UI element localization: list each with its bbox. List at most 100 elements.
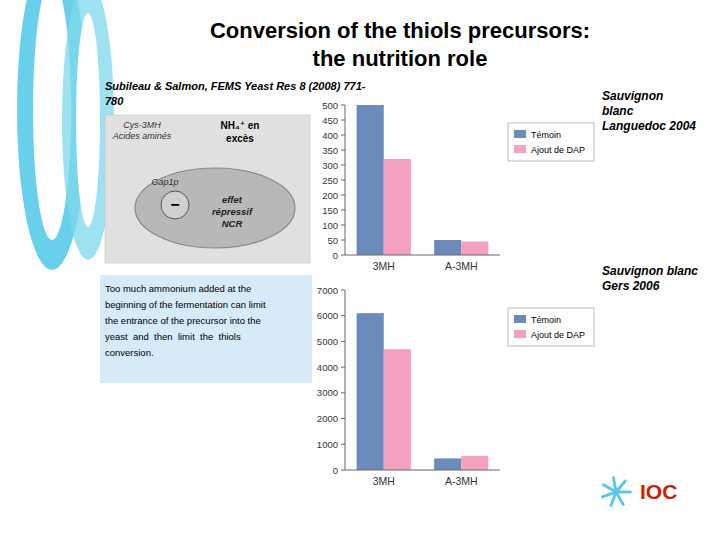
legend-frame: [508, 308, 594, 346]
chart-title: SauvignonblancLanguedoc 2004: [602, 89, 696, 133]
y-tick-label: 6000: [317, 310, 338, 321]
transporter: [161, 191, 189, 219]
diagram-label-line: Acides aminés: [112, 131, 172, 141]
bar: [461, 242, 488, 256]
legend-swatch: [514, 330, 526, 338]
chart-title-line: Sauvignon: [602, 89, 663, 103]
x-tick-label: A-3MH: [445, 260, 478, 272]
text-box-text-line: the entrance of the precursor into the: [105, 315, 261, 326]
diagram-label-line: NH₄⁺ en: [221, 120, 260, 131]
diagram-label: NH₄⁺ en: [221, 120, 260, 131]
text-box-text-line: beginning of the fermentation can limit: [105, 299, 266, 310]
bar: [434, 240, 461, 255]
logo: IOC: [602, 478, 677, 506]
legend-label: Témoin: [531, 130, 561, 140]
subtitle-line: 780: [105, 95, 124, 107]
y-tick-label: 450: [322, 115, 338, 126]
y-tick: [341, 470, 345, 471]
title-line: Conversion of the thiols precursors:: [210, 18, 590, 43]
logo-ray: [616, 481, 625, 492]
y-tick: [341, 341, 345, 342]
y-tick: [341, 120, 345, 121]
bar: [357, 105, 384, 255]
y-tick-label: 3000: [317, 387, 338, 398]
y-tick-label: 1000: [317, 439, 338, 450]
y-tick: [341, 315, 345, 316]
diagram-label-line: Gap1p: [151, 177, 178, 187]
x-tick-label: 3MH: [373, 260, 395, 272]
chart-title-line: Sauvignon blanc: [602, 264, 698, 278]
legend: Témoin Ajout de DAP: [508, 308, 594, 346]
legend-label: Ajout de DAP: [531, 145, 585, 155]
y-tick-label: 400: [322, 130, 338, 141]
bars: [357, 105, 489, 255]
y-tick-label: 4000: [317, 362, 338, 373]
y-tick-label: 350: [322, 145, 338, 156]
y-tick: [341, 444, 345, 445]
x-tick-label: A-3MH: [445, 475, 478, 487]
text-box-bg: [100, 275, 312, 383]
y-tick: [341, 240, 345, 241]
text-box: Too much ammonium added at the beginning …: [100, 275, 312, 383]
bars: [357, 313, 489, 470]
text-box-text-line: conversion.: [105, 347, 154, 358]
legend-label: Ajout de DAP: [531, 330, 585, 340]
diagram-label-line: Cys-3MH: [123, 120, 161, 130]
legend-label: Témoin: [531, 315, 561, 325]
y-tick-label: 2000: [317, 413, 338, 424]
bar: [384, 159, 411, 255]
y-tick-label: 0: [333, 465, 338, 476]
logo-ray: [616, 492, 623, 504]
diagram-label-line: effet: [222, 194, 243, 205]
logo-ray: [611, 492, 616, 506]
y-axis: 0 1000 2000 3000 4000 5000 6000 7000: [317, 285, 345, 476]
y-axis-line: [345, 290, 346, 470]
text-box-text-line: yeast and then limit the thiols: [105, 331, 241, 342]
y-tick: [341, 290, 345, 291]
diagram-label-line: excès: [226, 133, 254, 144]
y-axis: 050100150200250300350400450500: [322, 100, 345, 261]
bar: [357, 313, 384, 470]
legend-swatch: [514, 145, 526, 153]
x-axis-line: [345, 255, 500, 256]
x-axis-line: [345, 470, 500, 471]
bar: [434, 458, 461, 470]
text-box-text-line: Too much ammonium added at the: [105, 283, 251, 294]
y-tick-label: 200: [322, 190, 338, 201]
y-tick: [341, 195, 345, 196]
y-tick-label: 250: [322, 175, 338, 186]
chart-title: Sauvignon blancGers 2006: [602, 264, 698, 293]
bar: [384, 349, 411, 470]
cell: [135, 168, 295, 248]
y-tick: [341, 418, 345, 419]
text-box-text: Too much ammonium added at the beginning …: [105, 283, 266, 358]
stripe-gap: [76, 13, 100, 227]
y-tick: [341, 150, 345, 151]
y-tick-label: 100: [322, 220, 338, 231]
logo-text: IOC: [640, 480, 677, 503]
diagram-label: Cys-3MH: [123, 120, 161, 130]
y-tick-label: 500: [322, 100, 338, 111]
y-tick-label: 7000: [317, 285, 338, 296]
diagram-label: répressif: [212, 206, 253, 217]
legend: Témoin Ajout de DAP: [508, 123, 594, 161]
y-tick: [341, 210, 345, 211]
y-tick-label: 5000: [317, 336, 338, 347]
chart-title-line: blanc: [602, 104, 634, 118]
y-tick: [341, 135, 345, 136]
y-tick-label: 0: [333, 250, 338, 261]
legend-swatch: [514, 130, 526, 138]
chart: 010002000300040005000600070003MHA-3MHTém…: [317, 264, 698, 487]
chart-title-line: Languedoc 2004: [602, 119, 696, 133]
y-tick-label: 50: [327, 235, 338, 246]
legend-frame: [508, 123, 594, 161]
subtitle-line: Subileau & Salmon, FEMS Yeast Res 8 (200…: [105, 80, 366, 92]
diagram-label: Gap1p: [151, 177, 178, 187]
y-tick: [341, 255, 345, 256]
y-tick: [341, 392, 345, 393]
decoration: [17, 0, 114, 270]
y-tick: [341, 225, 345, 226]
diagram-label-line: répressif: [212, 206, 253, 217]
x-axis: 3MH A-3MH: [345, 255, 500, 272]
bar: [461, 456, 488, 470]
